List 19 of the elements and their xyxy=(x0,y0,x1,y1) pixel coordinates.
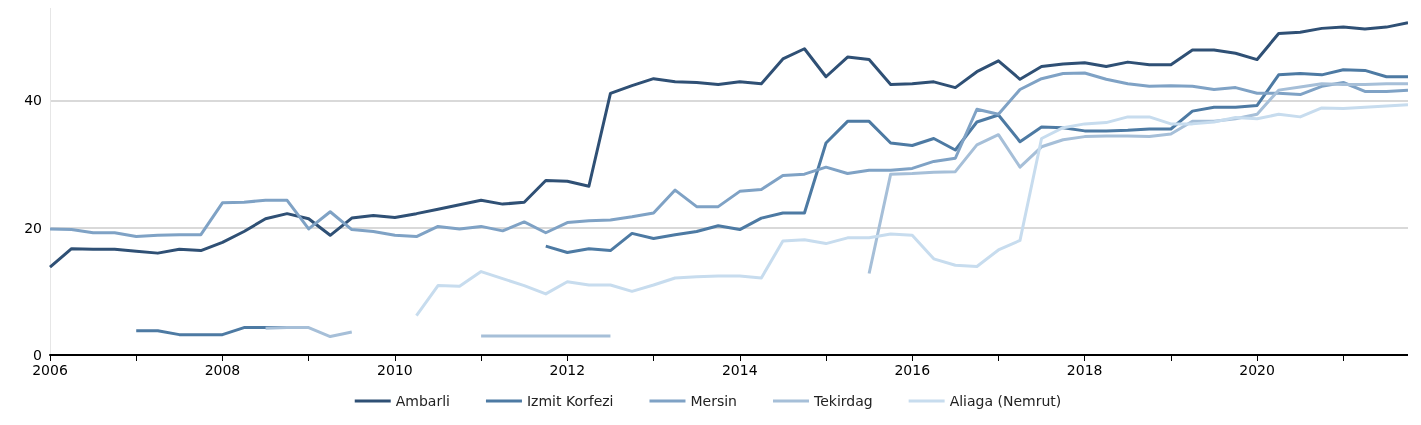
y-tick-label: 40 xyxy=(24,92,42,109)
line-series xyxy=(48,21,1408,269)
x-tick-label: 2008 xyxy=(204,362,241,378)
legend-label: Aliaga (Nemrut) xyxy=(949,393,1062,409)
legend-label: Izmit Korfezi xyxy=(526,393,614,409)
y-tick-label: 20 xyxy=(24,219,42,236)
legend-label: Mersin xyxy=(690,393,737,409)
y-tick-label: 0 xyxy=(33,347,42,363)
x-tick-label: 2006 xyxy=(32,362,68,378)
x-tick-label: 2016 xyxy=(894,362,931,378)
legend-label: Tekirdag xyxy=(812,393,873,409)
x-tick-label: 2010 xyxy=(377,362,413,378)
line-series xyxy=(414,103,1408,318)
x-tick-label: 2020 xyxy=(1239,362,1275,378)
line-series xyxy=(48,71,1408,239)
x-tick-label: 2018 xyxy=(1066,362,1103,378)
x-tick-label: 2014 xyxy=(721,362,758,378)
x-tick-label: 2012 xyxy=(549,362,586,378)
legend-label: Ambarli xyxy=(395,393,450,409)
